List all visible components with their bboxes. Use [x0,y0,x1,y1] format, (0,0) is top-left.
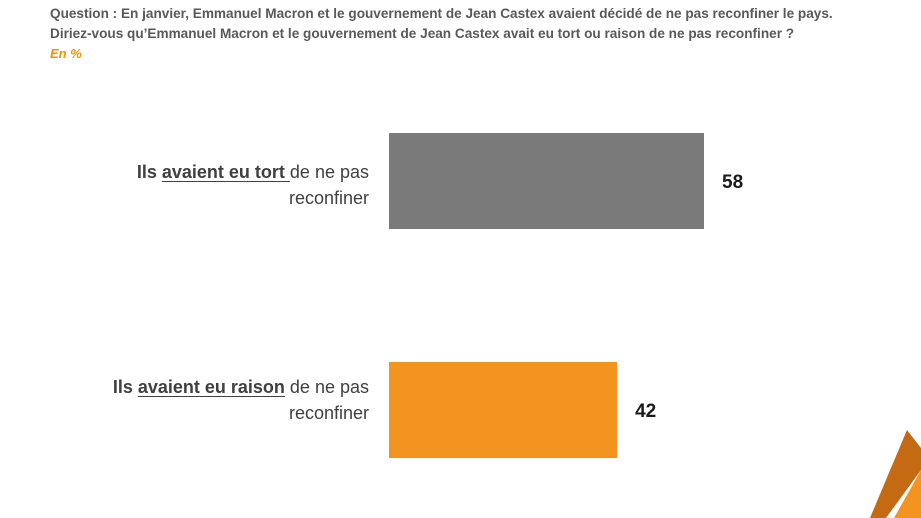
value-label-1: 42 [635,401,656,422]
question-line-1: Question : En janvier, Emmanuel Macron e… [50,6,833,21]
category-label-tort: Ils avaient eu tort de ne pas reconfiner [49,159,369,211]
label-prefix: Ils [136,162,162,182]
unit-label: En % [50,46,82,61]
label-suffix: de ne pas [284,377,369,397]
label-suffix: de ne pas [289,162,369,182]
question-line-2: Diriez-vous qu’Emmanuel Macron et le gou… [50,26,795,41]
question-text: Question : En janvier, Emmanuel Macron e… [50,4,833,44]
label-line-2: reconfiner [288,403,369,423]
logo-mark-icon [870,430,921,518]
label-emphasis: avaient eu tort [161,162,290,182]
label-line-2: reconfiner [288,188,369,208]
label-emphasis: avaient eu raison [137,377,285,397]
bar-1 [389,362,618,458]
label-prefix: Ils [112,377,138,397]
value-label-0: 58 [722,172,743,193]
category-label-raison: Ils avaient eu raison de ne pas reconfin… [49,374,369,426]
bar-0 [389,133,704,229]
